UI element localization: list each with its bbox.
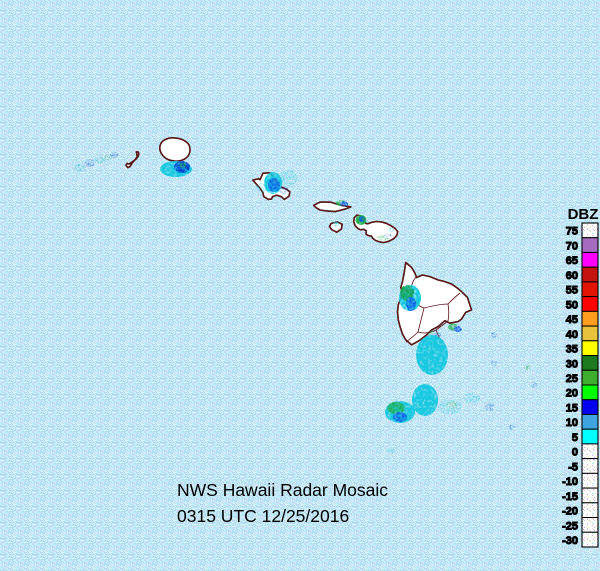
svg-text:0315 UTC 12/25/2016: 0315 UTC 12/25/2016 [177,506,349,526]
svg-text:NWS Hawaii Radar Mosaic: NWS Hawaii Radar Mosaic [177,480,388,500]
svg-text:65: 65 [566,255,578,267]
svg-text:35: 35 [566,344,578,356]
svg-text:30: 30 [566,358,578,370]
svg-text:75: 75 [566,226,578,238]
svg-text:55: 55 [566,285,578,297]
svg-text:40: 40 [566,329,578,341]
svg-text:20: 20 [566,388,578,400]
svg-text:10: 10 [566,417,578,429]
svg-text:70: 70 [566,240,578,252]
svg-text:50: 50 [566,299,578,311]
svg-text:0: 0 [572,447,578,459]
svg-text:DBZ: DBZ [568,206,599,223]
svg-text:-25: -25 [562,520,578,532]
svg-text:-20: -20 [562,506,578,518]
svg-text:-5: -5 [568,461,578,473]
svg-text:5: 5 [572,432,578,444]
svg-text:60: 60 [566,270,578,282]
svg-text:45: 45 [566,314,578,326]
svg-text:-30: -30 [562,535,578,547]
svg-text:-15: -15 [562,491,578,503]
svg-text:15: 15 [566,402,578,414]
svg-text:25: 25 [566,373,578,385]
svg-text:-10: -10 [562,476,578,488]
